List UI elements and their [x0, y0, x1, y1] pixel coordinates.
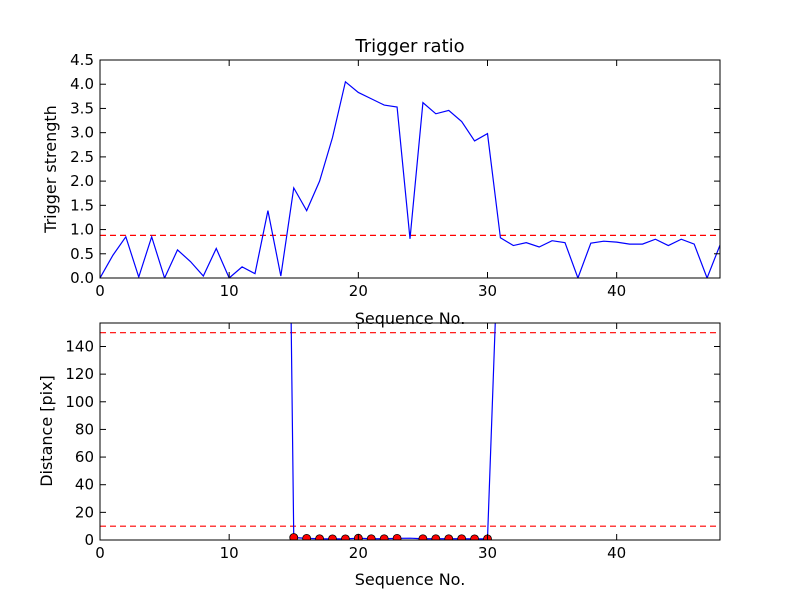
top-y-tick-label: 0.5 — [70, 245, 94, 263]
top-chart-title: Trigger ratio — [354, 36, 464, 57]
top-x-tick-label: 30 — [478, 282, 497, 300]
bottom-marker-point — [302, 533, 312, 540]
top-x-tick-label: 0 — [95, 282, 105, 300]
bottom-subplot: 0 10 20 30 40 0 20 40 60 80 100 120 140 Sequence No.… — [37, 322, 721, 589]
bottom-marker-point — [315, 534, 324, 540]
bottom-x-tick-label: 20 — [349, 544, 368, 562]
top-y-tick-label: 1.5 — [70, 196, 94, 214]
top-x-tick-label: 20 — [349, 282, 368, 300]
top-y-tick-label: 3.5 — [70, 99, 94, 117]
top-y-tick-label: 0.0 — [70, 269, 94, 287]
bottom-y-tick-label: 20 — [75, 503, 94, 521]
bottom-y-tick-label: 120 — [65, 365, 94, 383]
bottom-marker-point — [379, 534, 389, 540]
bottom-x-axis-label: Sequence No. — [355, 570, 466, 589]
top-y-tick-label: 4.0 — [70, 75, 94, 93]
bottom-marker-point — [470, 534, 479, 540]
bottom-marker-point — [392, 533, 402, 540]
bottom-ticks-layer: 0 10 20 30 40 0 20 40 60 80 100 120 140 — [65, 323, 720, 562]
bottom-y-tick-label: 40 — [75, 476, 94, 494]
bottom-y-axis-label: Distance [pix] — [37, 375, 56, 487]
bottom-x-tick-label: 30 — [478, 544, 497, 562]
bottom-marker-point — [341, 534, 350, 540]
bottom-x-tick-label: 0 — [95, 544, 105, 562]
bottom-x-tick-label: 40 — [607, 544, 626, 562]
bottom-marker-point — [457, 534, 467, 540]
bottom-marker-point — [418, 534, 428, 540]
top-plot-frame — [99, 59, 721, 279]
bottom-y-tick-label: 0 — [84, 531, 94, 549]
bottom-plot-frame — [99, 322, 721, 541]
bottom-series-layer — [100, 323, 720, 540]
bottom-y-tick-label: 80 — [75, 420, 94, 438]
top-x-tick-label: 10 — [220, 282, 239, 300]
bottom-marker-point — [289, 533, 299, 540]
top-series-layer — [100, 80, 720, 278]
top-x-axis-label: Sequence No. — [355, 309, 466, 328]
bottom-marker-point — [431, 534, 441, 540]
top-series-line-0 — [100, 80, 720, 278]
top-x-tick-label: 40 — [607, 282, 626, 300]
bottom-y-tick-label: 140 — [65, 337, 94, 355]
top-y-tick-label: 1.0 — [70, 221, 94, 239]
bottom-marker-point — [444, 534, 454, 540]
top-y-tick-label: 4.5 — [70, 51, 94, 69]
bottom-x-tick-label: 10 — [220, 544, 239, 562]
top-y-tick-label: 2.5 — [70, 148, 94, 166]
top-y-tick-label: 2.0 — [70, 172, 94, 190]
bottom-marker-point — [328, 534, 337, 540]
bottom-y-tick-label: 60 — [75, 448, 94, 466]
bottom-clipped-group — [100, 323, 720, 540]
top-y-tick-label: 3.0 — [70, 124, 94, 142]
bottom-marker-point — [366, 534, 376, 540]
top-y-axis-label: Trigger strength — [41, 105, 60, 234]
top-clipped-group — [100, 80, 720, 278]
bottom-y-tick-label: 100 — [65, 393, 94, 411]
top-ticks-layer: 0 10 20 30 40 0.0 0.5 1.0 1.5 2.0 2.5 3.0 3.5 4.0 4.5 — [70, 51, 720, 300]
